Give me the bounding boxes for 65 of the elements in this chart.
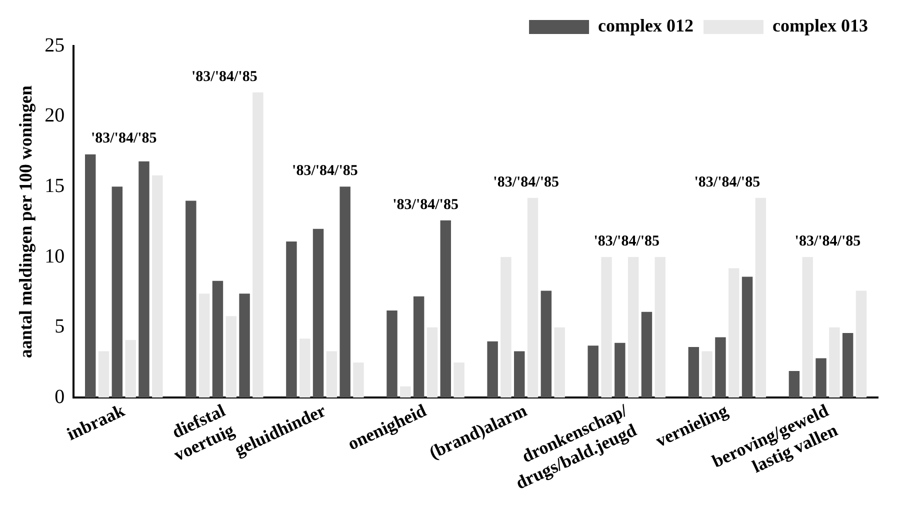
bar	[654, 257, 666, 398]
annotation: '83/'84/'85	[392, 196, 458, 213]
bar	[628, 257, 639, 398]
bar	[125, 340, 136, 398]
bar	[138, 161, 150, 398]
y-tick-label: 5	[54, 316, 65, 338]
bar	[239, 294, 250, 398]
bar	[312, 228, 324, 398]
legend-label: complex 013	[772, 16, 868, 36]
y-tick-label: 25	[44, 34, 65, 56]
annotation: '83/'84/'85	[694, 174, 760, 190]
bar	[816, 358, 826, 398]
bar	[601, 257, 612, 398]
bar	[487, 341, 498, 398]
y-tick-label: 0	[54, 386, 65, 408]
bar	[226, 316, 236, 398]
bar	[829, 327, 840, 398]
annotation: '83/'84/'85	[794, 233, 861, 250]
bar	[152, 175, 163, 398]
bar	[454, 362, 464, 398]
y-axis-title: aantal meldingen per 100 woningen	[15, 85, 36, 358]
bar	[252, 92, 264, 398]
bar	[688, 347, 700, 398]
bar	[440, 220, 451, 398]
bar	[554, 327, 565, 398]
annotation: '83/'84/'85	[90, 130, 157, 147]
bar	[84, 154, 96, 398]
bar	[842, 332, 854, 398]
y-tick-label: 20	[44, 104, 65, 127]
bar	[186, 200, 196, 398]
bar	[540, 290, 552, 398]
bar	[212, 280, 224, 398]
bar	[286, 242, 297, 398]
bar	[300, 338, 310, 398]
bar	[755, 198, 766, 398]
bar	[856, 290, 867, 398]
annotation: '83/'84/'85	[493, 174, 559, 190]
bar	[728, 268, 740, 398]
bar	[588, 346, 598, 398]
bar	[413, 296, 424, 398]
bar	[426, 327, 438, 398]
bar	[514, 351, 525, 398]
bar	[400, 386, 411, 398]
bar	[353, 362, 364, 398]
bar	[614, 342, 626, 398]
bar	[715, 337, 726, 398]
bar	[702, 351, 712, 398]
bar	[527, 198, 538, 398]
annotation: '83/'84/'85	[192, 68, 258, 85]
bar	[326, 351, 338, 398]
annotation: '83/'84/'85	[594, 233, 660, 250]
bar	[340, 186, 350, 398]
bar	[641, 312, 652, 398]
bar	[742, 276, 753, 398]
y-tick-label: 10	[44, 245, 65, 268]
legend-label: complex 012	[598, 16, 694, 36]
annotation: '83/'84/'85	[292, 163, 358, 180]
y-tick-label: 15	[44, 174, 65, 197]
bar	[386, 310, 398, 398]
bar	[112, 186, 123, 398]
bar	[802, 257, 813, 398]
bar	[198, 294, 210, 398]
bar	[788, 370, 800, 398]
bar	[98, 351, 110, 398]
bar	[500, 257, 512, 398]
